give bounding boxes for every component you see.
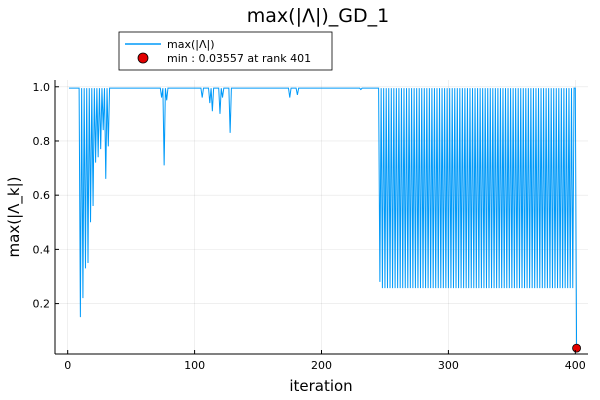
scatter-group [572,343,581,353]
x-tick-label: 0 [64,359,71,372]
legend-marker-swatch [137,52,149,64]
legend-label-marker: min : 0.03557 at rank 401 [167,52,311,65]
x-ticks: 0 100 200 300 400 [64,350,586,372]
y-tick-label: 0.2 [33,298,51,311]
x-tick-label: 200 [311,359,332,372]
y-tick-label: 0.6 [33,189,51,202]
chart-title: max(|Λ|)_GD_1 [247,5,389,27]
x-tick-label: 300 [438,359,459,372]
y-axis-label: max(|Λ_k|) [5,177,24,258]
legend-box [118,31,333,71]
y-tick-label: 1.0 [33,81,51,94]
x-axis-label: iteration [289,377,352,395]
legend-label-line: max(|Λ|) [167,38,215,51]
x-tick-label: 100 [184,359,205,372]
y-tick-label: 0.8 [33,135,51,148]
x-tick-label: 400 [565,359,586,372]
series-line [68,87,578,349]
series-line-group [68,87,578,349]
legend: max(|Λ|) min : 0.03557 at rank 401 [118,31,333,71]
y-tick-label: 0.4 [33,243,51,256]
y-ticks: 0.2 0.4 0.6 0.8 1.0 [33,81,59,311]
min-point-marker [572,343,581,353]
